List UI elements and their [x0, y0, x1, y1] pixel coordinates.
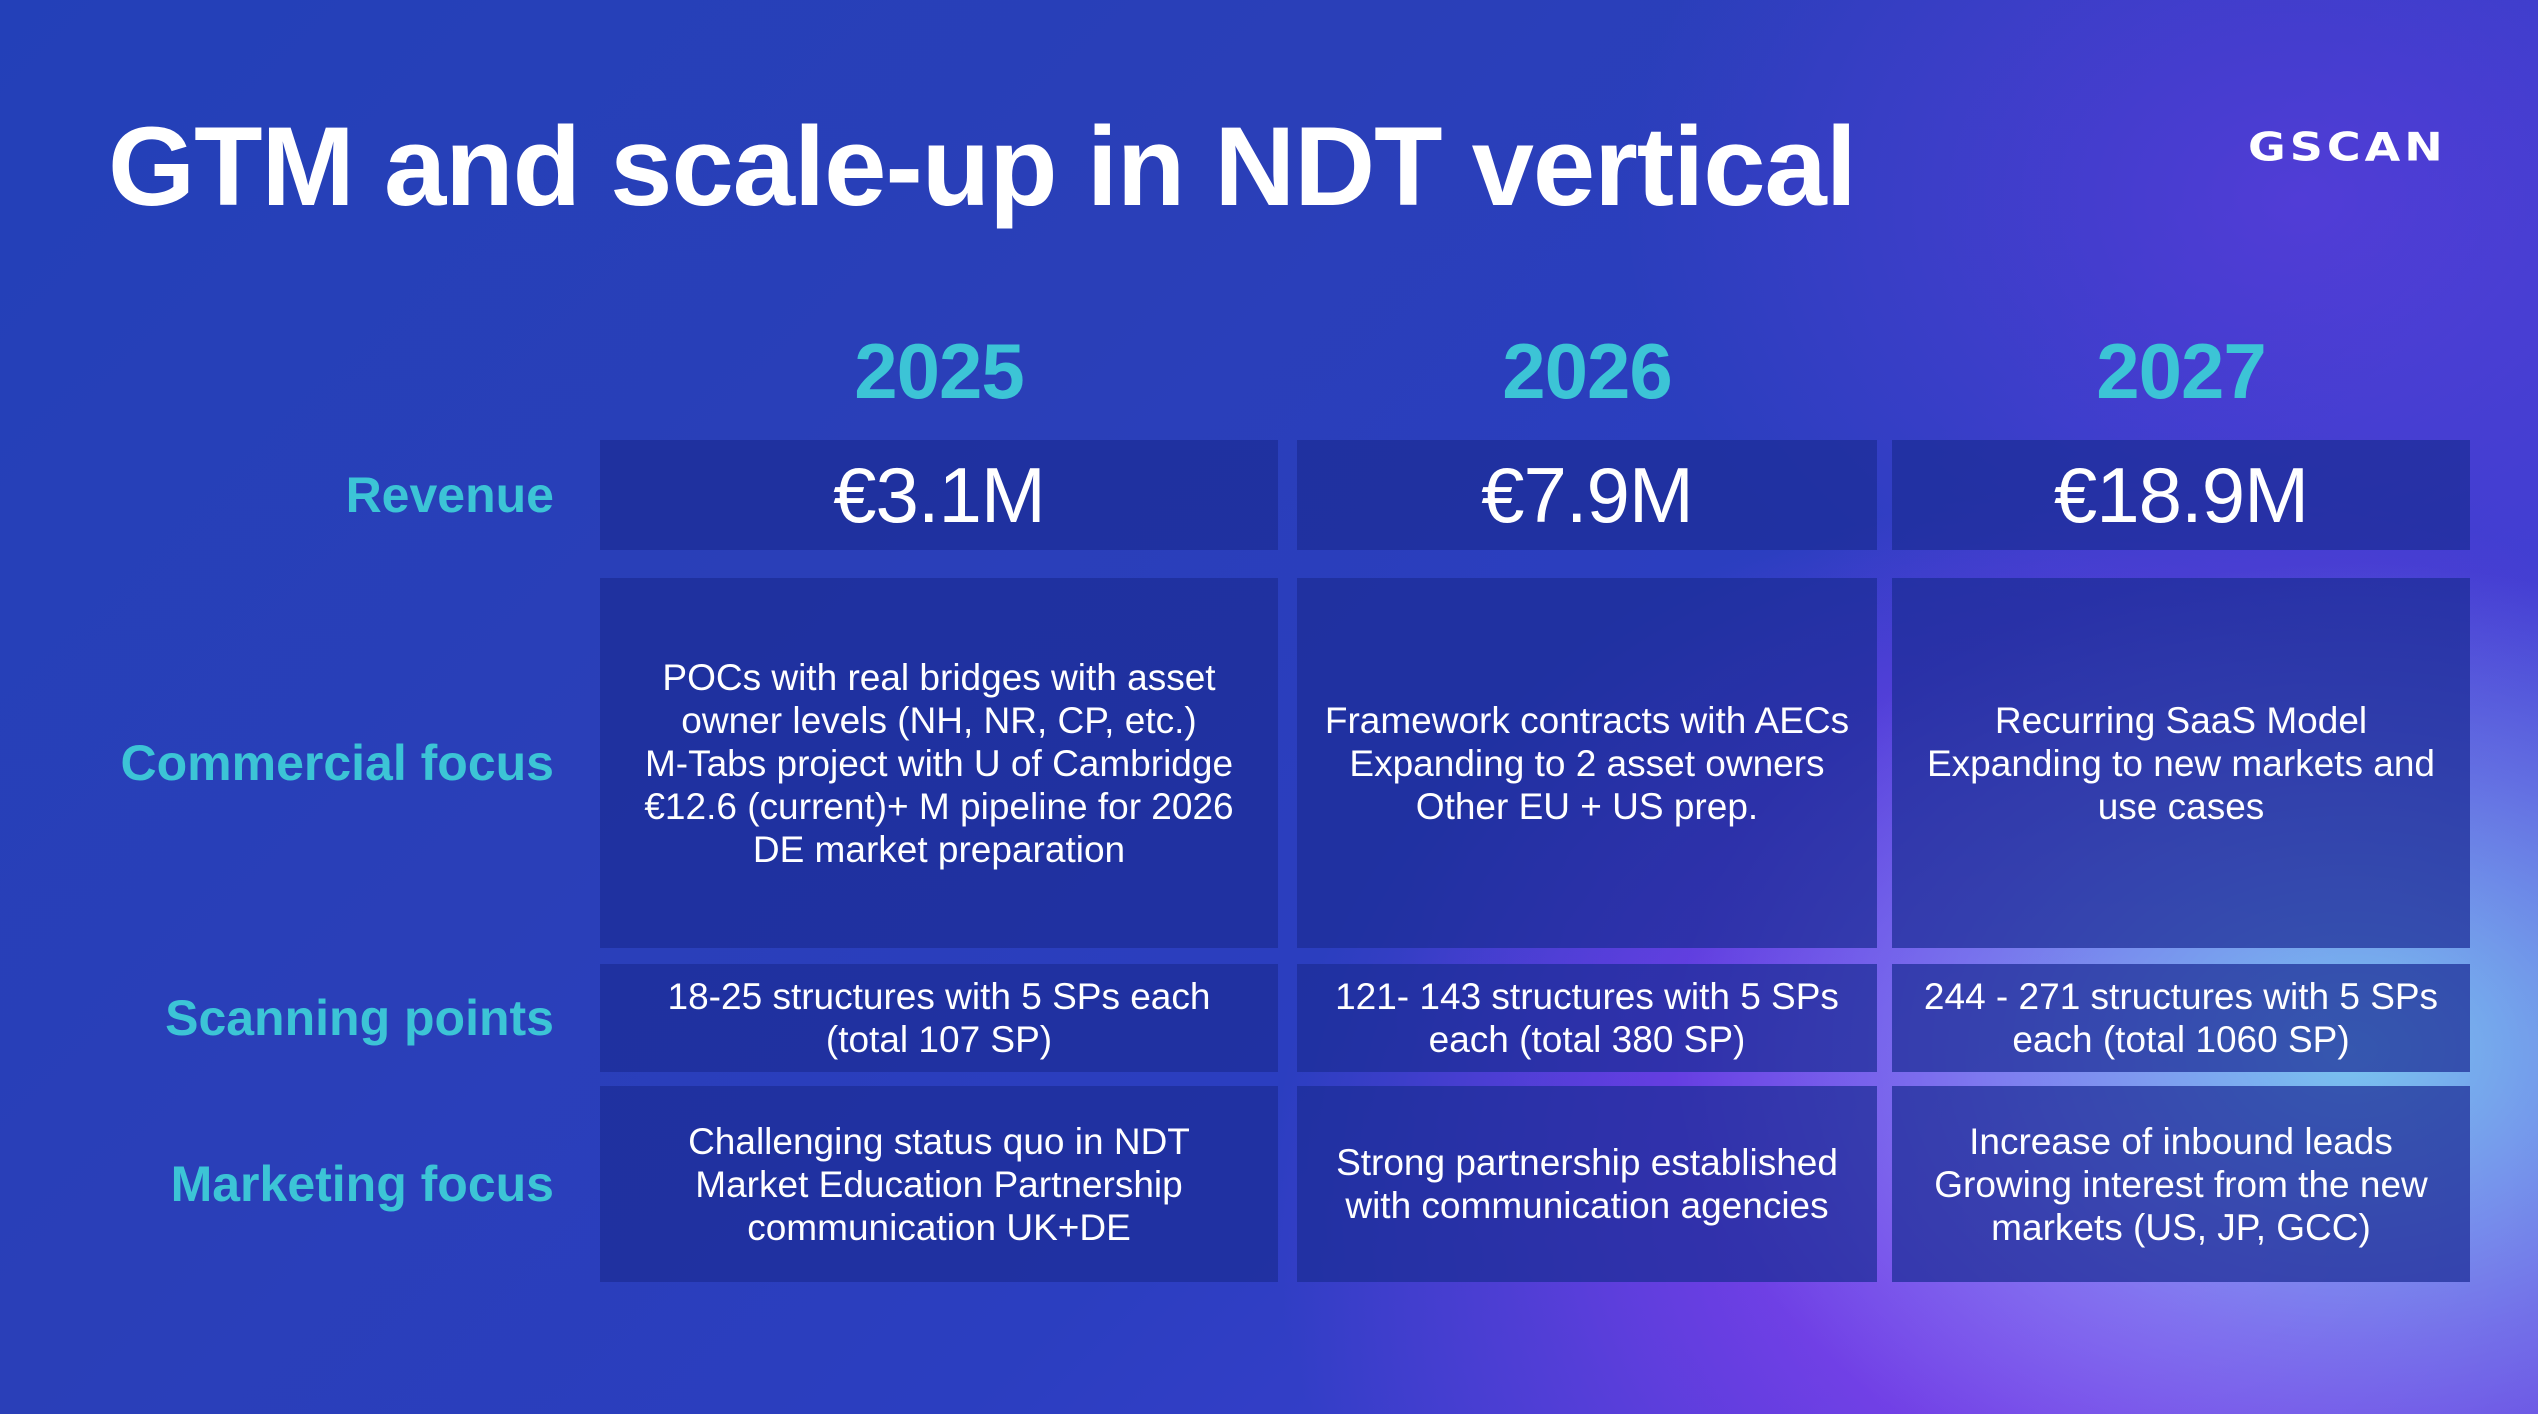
- marketing-line: Challenging status quo in NDT: [688, 1120, 1190, 1162]
- scanning-cell-2026: 121- 143 structures with 5 SPs each (tot…: [1297, 964, 1877, 1072]
- scanning-cell-2025: 18-25 structures with 5 SPs each (total …: [600, 964, 1278, 1072]
- commercial-line: Expanding to new markets and use cases: [1926, 742, 2436, 827]
- row-label-scanning-points: Scanning points: [165, 990, 554, 1046]
- commercial-line: DE market preparation: [752, 828, 1126, 870]
- slide-title: GTM and scale-up in NDT vertical: [108, 104, 1857, 229]
- row-label-commercial-focus: Commercial focus: [120, 735, 554, 791]
- revenue-cell-2027: €18.9M: [1892, 440, 2470, 550]
- commercial-line: €12.6 (current)+ M pipeline for 2026: [644, 785, 1234, 827]
- year-header-2025: 2025: [854, 327, 1025, 415]
- commercial-cell-2025: POCs with real bridges with asset owner …: [600, 578, 1278, 948]
- commercial-line: Recurring SaaS Model: [1994, 699, 2368, 741]
- marketing-line: Increase of inbound leads: [1969, 1120, 2393, 1162]
- commercial-cell-2027: Recurring SaaS Model Expanding to new ma…: [1892, 578, 2470, 948]
- scanning-text: 244 - 271 structures with 5 SPs each (to…: [1923, 976, 2439, 1060]
- marketing-cell-2027: Increase of inbound leads Growing intere…: [1892, 1086, 2470, 1282]
- year-header-2026: 2026: [1502, 327, 1673, 415]
- revenue-cell-2025: €3.1M: [600, 440, 1278, 550]
- commercial-line: Framework contracts with AECs: [1324, 699, 1850, 741]
- marketing-cell-2026: Strong partnership established with comm…: [1297, 1086, 1877, 1282]
- commercial-cell-2026: Framework contracts with AECs Expanding …: [1297, 578, 1877, 948]
- commercial-line: Expanding to 2 asset owners: [1349, 742, 1825, 784]
- scanning-text: 18-25 structures with 5 SPs each (total …: [667, 976, 1211, 1060]
- marketing-line: Strong partnership established with comm…: [1336, 1142, 1838, 1226]
- commercial-line: M-Tabs project with U of Cambridge: [644, 742, 1234, 784]
- scanning-text: 121- 143 structures with 5 SPs each (tot…: [1335, 976, 1839, 1060]
- year-header-2027: 2027: [2096, 327, 2267, 415]
- commercial-line: POCs with real bridges with asset owner …: [662, 656, 1216, 741]
- commercial-line: Other EU + US prep.: [1415, 785, 1759, 827]
- marketing-line: Market Education Partnership communicati…: [695, 1163, 1183, 1248]
- marketing-cell-2025: Challenging status quo in NDT Market Edu…: [600, 1086, 1278, 1282]
- row-label-revenue: Revenue: [345, 467, 554, 523]
- row-label-marketing-focus: Marketing focus: [170, 1156, 554, 1212]
- gscan-logo: GSCAN: [2248, 124, 2447, 170]
- scanning-cell-2027: 244 - 271 structures with 5 SPs each (to…: [1892, 964, 2470, 1072]
- revenue-cell-2026: €7.9M: [1297, 440, 1877, 550]
- marketing-line: Growing interest from the new markets (U…: [1934, 1163, 2428, 1248]
